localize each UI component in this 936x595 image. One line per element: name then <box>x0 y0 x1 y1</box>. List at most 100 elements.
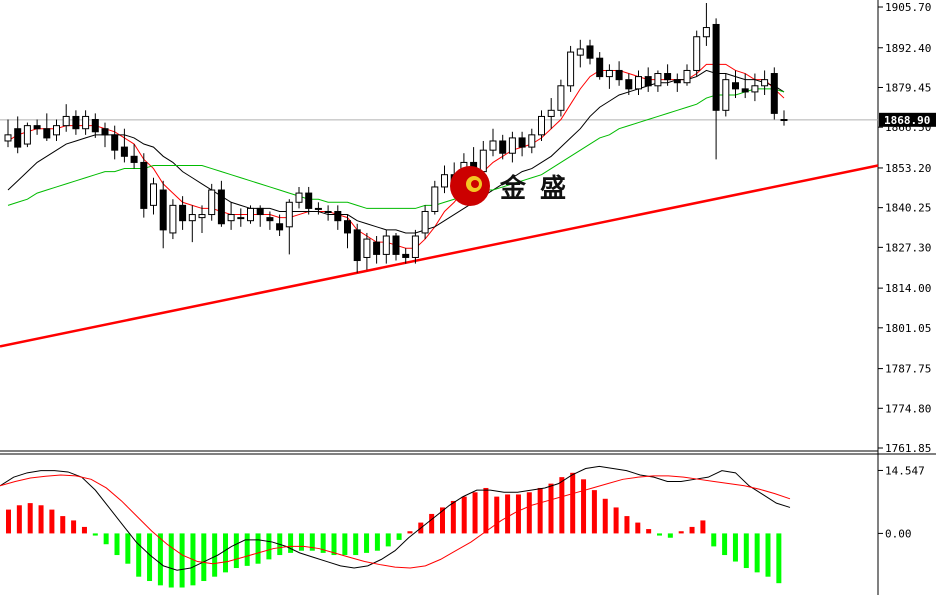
candle-body <box>605 69 613 78</box>
candle-body <box>489 140 497 151</box>
candle <box>770 67 778 120</box>
candle <box>518 131 526 157</box>
candle <box>62 104 70 132</box>
candle <box>644 67 652 92</box>
candlestick-series <box>4 3 788 273</box>
candle-body <box>130 155 138 163</box>
candle <box>285 199 293 255</box>
macd-bar <box>624 516 630 534</box>
candle-body <box>712 23 720 111</box>
macd-bar <box>602 498 608 534</box>
price-panel-background <box>0 0 878 450</box>
candle-body <box>256 207 264 216</box>
macd-bar <box>298 533 304 551</box>
macd-bar <box>732 533 738 562</box>
candle-body <box>276 223 284 231</box>
macd-bar <box>331 533 337 556</box>
macd-bar <box>689 526 695 534</box>
macd-bar <box>38 505 44 534</box>
price-tick-label: 1814.00 <box>885 282 931 295</box>
macd-line-0 <box>0 465 791 571</box>
macd-bar <box>233 533 239 569</box>
candle-body <box>741 88 749 93</box>
macd-bar <box>754 533 760 573</box>
macd-bar <box>288 533 294 553</box>
candle-body <box>62 115 70 127</box>
candle-body <box>576 48 584 56</box>
candle <box>353 223 361 273</box>
macd-histogram <box>6 472 782 588</box>
macd-line-1 <box>0 474 791 569</box>
candle <box>305 186 313 215</box>
candle-body <box>664 73 672 81</box>
candle <box>276 214 284 237</box>
price-tick-label: 1879.45 <box>885 81 931 94</box>
candle-body <box>557 85 565 111</box>
candle <box>605 64 613 89</box>
macd-bar <box>353 533 359 556</box>
indicator-tick-label: 14.547 <box>885 464 925 477</box>
candle-body <box>217 189 225 225</box>
candle <box>702 3 710 46</box>
candle-body <box>392 235 400 255</box>
candle-body <box>82 115 90 130</box>
candle <box>576 39 584 68</box>
price-tick-label: 1827.30 <box>885 241 931 254</box>
candle-body <box>159 189 167 231</box>
macd-bar <box>212 533 218 577</box>
macd-bar <box>776 533 782 584</box>
macd-bar <box>342 533 348 556</box>
price-tick-label: 1840.25 <box>885 202 931 215</box>
candle-body <box>499 140 507 154</box>
candle-body <box>751 85 759 93</box>
candle <box>547 98 555 129</box>
candle <box>411 229 419 264</box>
candle <box>363 232 371 270</box>
candle <box>237 208 245 227</box>
price-tick-label: 1892.40 <box>885 42 931 55</box>
indicator-tick-label: 0.00 <box>885 527 912 540</box>
macd-bar <box>440 507 445 534</box>
price-tick-label: 1801.05 <box>885 322 931 335</box>
candle-body <box>285 201 293 228</box>
macd-bar <box>92 533 98 536</box>
macd-bar <box>570 472 576 534</box>
candle <box>625 73 633 95</box>
candle <box>4 119 12 148</box>
candle-body <box>33 125 41 130</box>
candle-body <box>518 137 526 148</box>
candle <box>586 39 594 65</box>
candle-body <box>111 134 119 151</box>
macd-bar <box>396 533 402 540</box>
macd-bar <box>559 477 565 534</box>
candle <box>256 205 264 227</box>
macd-bar <box>472 492 478 534</box>
candle-body <box>363 238 371 258</box>
watermark-coin-hole <box>471 180 479 188</box>
candle-body <box>150 183 157 206</box>
candle-body <box>314 207 322 210</box>
candle <box>217 180 225 227</box>
candle <box>334 205 342 230</box>
price-axis-ticks: 1905.701892.401879.451866.501853.201840.… <box>878 1 931 455</box>
candle <box>169 199 177 240</box>
candle-body <box>567 51 575 87</box>
candle-body <box>596 57 604 78</box>
candle-body <box>344 220 351 234</box>
candle-body <box>334 210 342 222</box>
candle <box>382 229 390 264</box>
macd-bar <box>223 533 228 573</box>
candle <box>673 73 681 92</box>
macd-bar <box>483 487 489 534</box>
candle <box>53 119 60 141</box>
macd-bar <box>244 533 250 566</box>
candle <box>683 64 691 86</box>
price-tick-label: 1787.75 <box>885 363 931 376</box>
candle <box>508 131 516 163</box>
candle-body <box>722 79 730 111</box>
macd-bar <box>147 533 153 582</box>
candle <box>150 177 157 215</box>
candle-body <box>140 161 148 209</box>
ma-line-2 <box>7 88 785 209</box>
candle <box>314 202 322 215</box>
